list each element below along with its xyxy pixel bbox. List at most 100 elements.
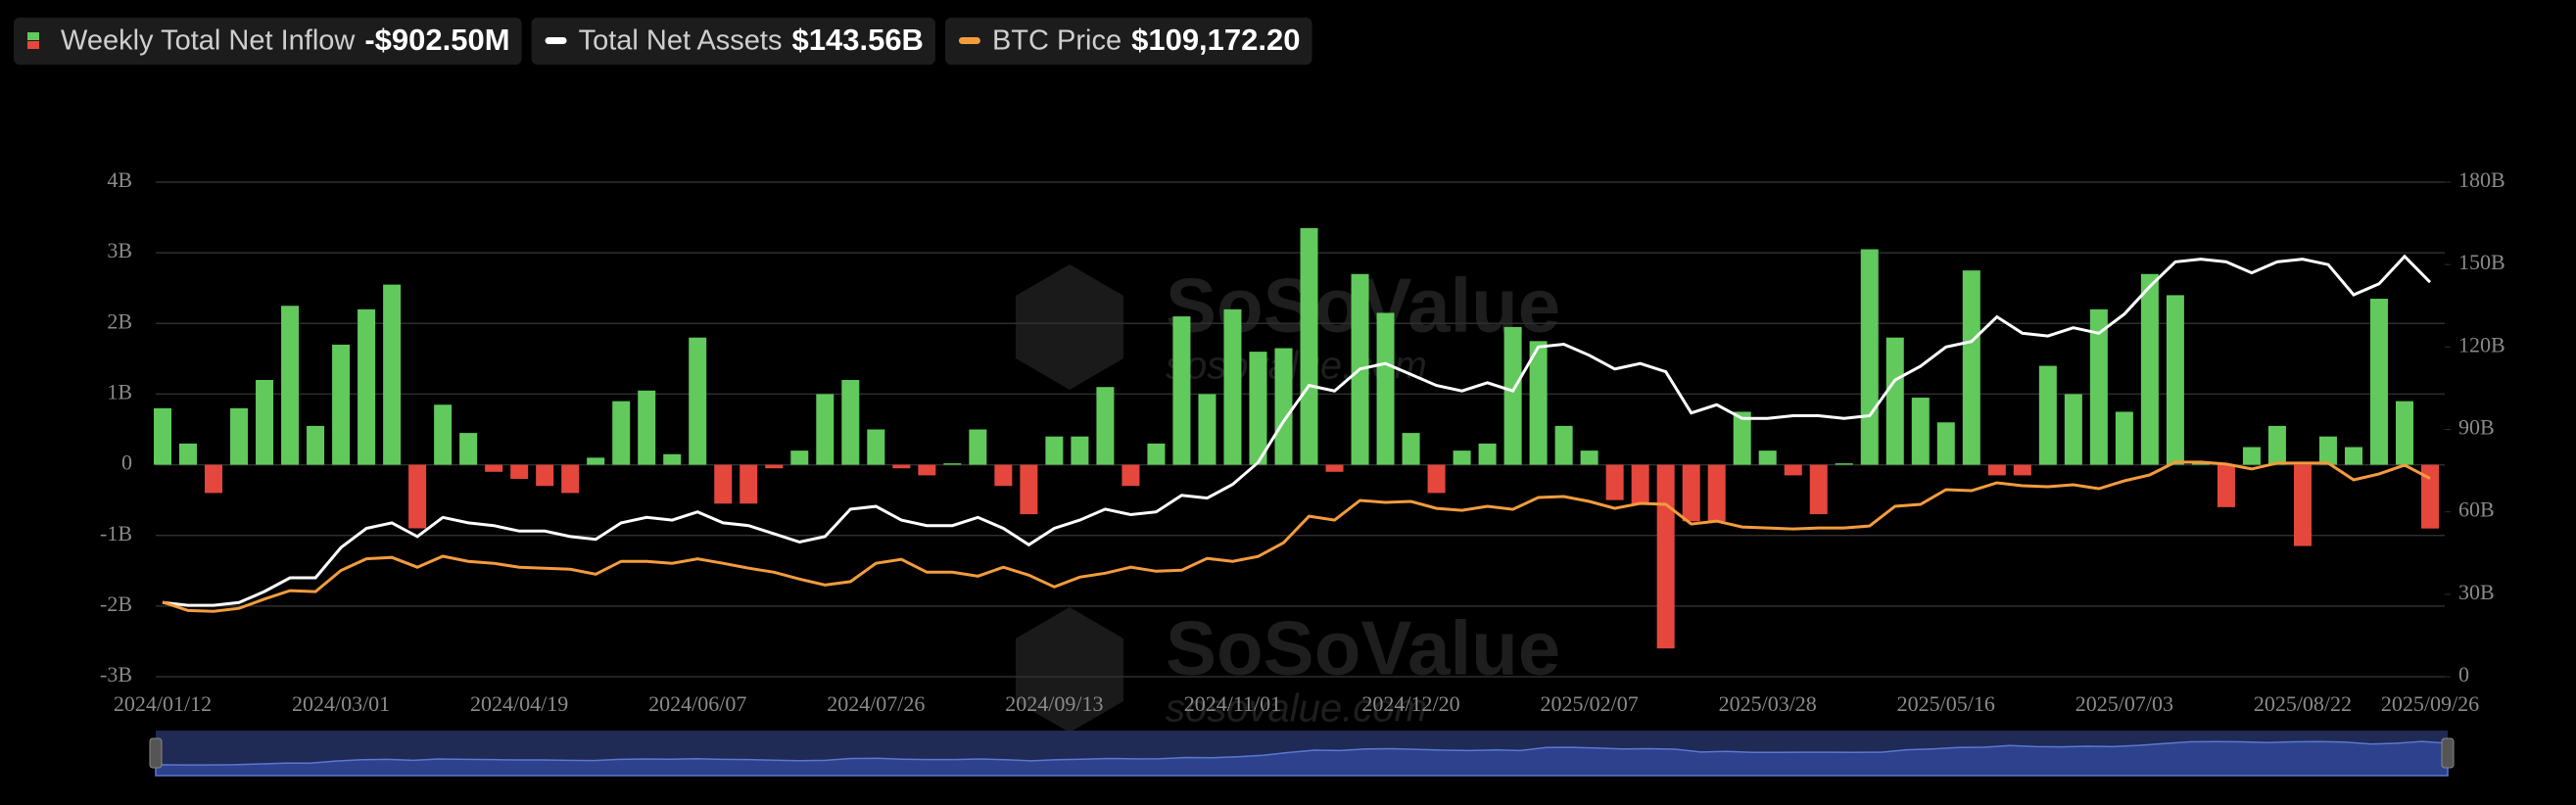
- x-tick-label: 2024/09/13: [1005, 691, 1103, 716]
- legend-box: [944, 18, 1312, 65]
- bar: [510, 464, 529, 479]
- x-tick-label: 2025/08/22: [2254, 691, 2352, 716]
- bar: [2267, 425, 2286, 465]
- bar: [2166, 295, 2184, 465]
- bar: [1987, 464, 2006, 476]
- watermark: SoSoValue sosovalue.com SoSoValue sosova…: [1016, 262, 1560, 733]
- bar: [1733, 411, 1751, 465]
- bar: [1885, 337, 1904, 465]
- navigator-handle[interactable]: [149, 737, 163, 769]
- y2-tick-label: 180B: [2458, 167, 2505, 192]
- watermark-logo: [1016, 264, 1123, 390]
- bar: [179, 443, 198, 465]
- bar: [1758, 450, 1777, 465]
- bar: [307, 425, 325, 465]
- bar: [1325, 464, 1344, 472]
- bar: [230, 407, 249, 465]
- bar: [434, 404, 453, 465]
- bar: [256, 380, 274, 465]
- y-tick-label: -2B: [100, 592, 132, 616]
- legend-label: BTC Price: [992, 25, 1121, 57]
- legend-value: $143.56B: [792, 23, 924, 57]
- y2-tick-label: 0: [2458, 662, 2469, 687]
- y-tick-label: -3B: [100, 662, 132, 687]
- bar: [612, 401, 631, 465]
- watermark-site: sosovalue.com: [1166, 687, 1427, 731]
- bar: [1096, 387, 1115, 465]
- x-tick-label: 2025/02/07: [1541, 691, 1639, 716]
- bar: [1376, 312, 1395, 465]
- y2-tick-label: 60B: [2458, 497, 2495, 522]
- bar: [663, 453, 682, 465]
- bar: [943, 463, 962, 465]
- bar: [485, 464, 503, 472]
- legend-swatch: [27, 41, 39, 49]
- x-tick-label: 2024/07/26: [827, 691, 925, 716]
- watermark-brand: SoSoValue: [1166, 605, 1560, 691]
- bar: [358, 308, 376, 465]
- navigator-area: [155, 740, 2449, 777]
- bar: [765, 464, 784, 469]
- legend-box: [14, 18, 522, 65]
- bar: [2318, 436, 2337, 465]
- bar: [1503, 326, 1522, 465]
- bar: [2217, 464, 2235, 507]
- bar: [2140, 273, 2159, 465]
- bar: [459, 433, 478, 465]
- bar: [892, 464, 911, 469]
- bar: [790, 450, 809, 465]
- bar: [2395, 401, 2413, 465]
- watermark-logo: [1016, 607, 1123, 733]
- bar: [1121, 464, 1140, 487]
- legend-swatch: [545, 37, 567, 44]
- x-tick-label: 2024/06/07: [648, 691, 746, 716]
- bar: [1605, 464, 1624, 500]
- bar: [205, 464, 223, 494]
- bar: [2115, 411, 2133, 465]
- bar: [1707, 464, 1726, 522]
- x-tick-label: 2024/04/19: [470, 691, 568, 716]
- bar: [1249, 352, 1267, 465]
- bar: [332, 344, 351, 465]
- bar: [1784, 464, 1802, 476]
- bar: [408, 464, 427, 529]
- bar: [1478, 443, 1497, 465]
- bar: [383, 284, 402, 465]
- x-tick-label: 2024/01/12: [114, 691, 212, 716]
- navigator-handle[interactable]: [2441, 737, 2455, 769]
- bar: [1402, 433, 1420, 465]
- legend-item: BTC Price $109,172.20: [944, 18, 1312, 65]
- bar: [638, 390, 656, 465]
- bar: [1223, 308, 1242, 465]
- bar: [714, 464, 733, 504]
- bar: [1860, 249, 1879, 465]
- legend-item: Weekly Total Net Inflow -$902.50M: [14, 18, 522, 65]
- bar: [1809, 464, 1828, 515]
- bar: [1147, 443, 1166, 465]
- bar: [1172, 316, 1191, 465]
- bar: [1071, 436, 1089, 465]
- y2-tick-label: 120B: [2458, 332, 2505, 356]
- y-tick-label: -1B: [100, 521, 132, 545]
- bar: [2089, 308, 2108, 465]
- x-tick-label: 2024/03/01: [292, 691, 390, 716]
- bar: [281, 306, 300, 465]
- x-tick-label: 2025/07/03: [2075, 691, 2173, 716]
- line: [162, 460, 2431, 613]
- bar: [2013, 464, 2031, 476]
- y-tick-label: 4B: [107, 167, 132, 192]
- legend-value: -$902.50M: [364, 23, 509, 57]
- bar: [1198, 394, 1216, 465]
- x-tick-label: 2025/03/28: [1719, 691, 1817, 716]
- bar: [689, 337, 707, 465]
- bar: [1962, 270, 1980, 465]
- y2-tick-label: 90B: [2458, 415, 2495, 440]
- bar: [1835, 463, 1853, 465]
- bar: [2369, 299, 2388, 465]
- bar: [739, 464, 758, 504]
- legend-label: Weekly Total Net Inflow: [61, 25, 356, 57]
- bar: [994, 464, 1013, 487]
- legend-item: Total Net Assets $143.56B: [531, 18, 935, 65]
- y2-tick-label: 30B: [2458, 580, 2495, 604]
